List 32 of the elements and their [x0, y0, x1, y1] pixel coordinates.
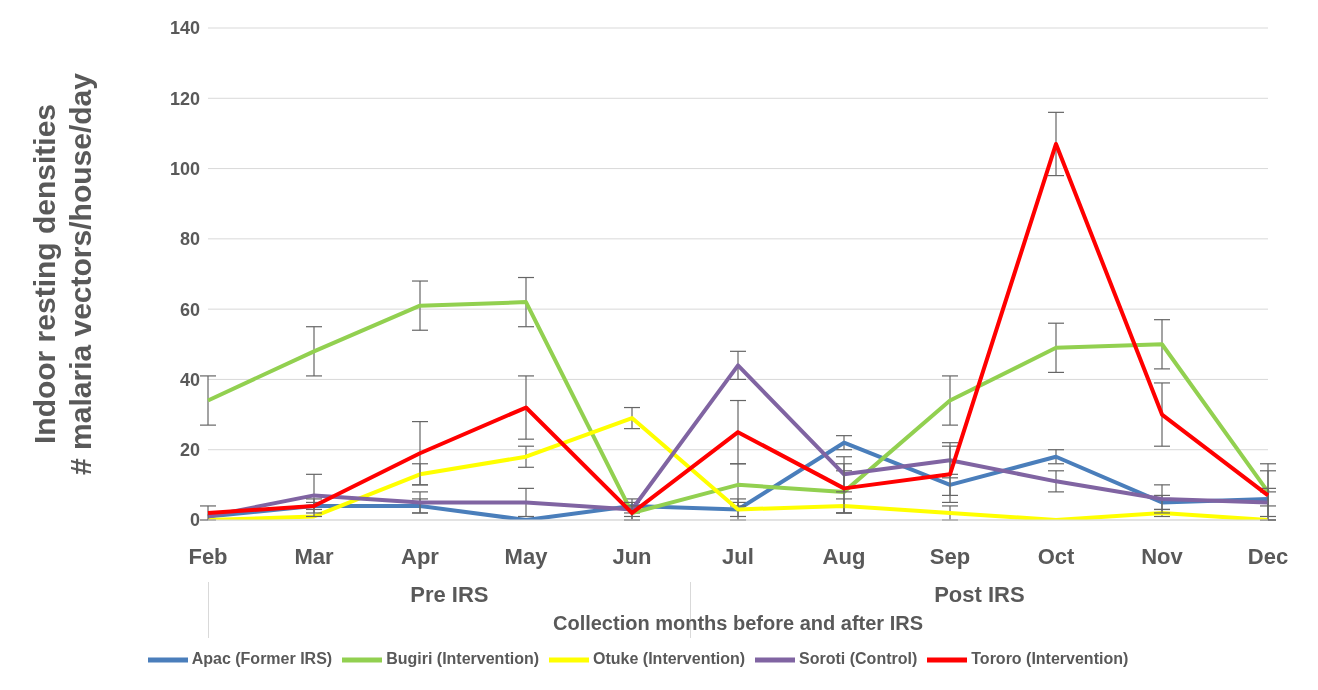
x-tick-label: Nov	[1141, 543, 1184, 569]
y-tick-label: 60	[179, 299, 200, 320]
line-series	[206, 141, 1270, 515]
legend-label: Soroti (Control)	[799, 650, 918, 668]
x-tick-label: Sep	[929, 543, 971, 569]
legend-label: Tororo (Intervention)	[971, 650, 1129, 668]
x-tick-label: Mar	[294, 543, 334, 569]
y-tick-label: 0	[189, 510, 200, 531]
x-tick-label: Jul	[722, 543, 754, 569]
x-tick-label: Dec	[1247, 543, 1289, 569]
legend-label: Apac (Former IRS)	[191, 650, 333, 668]
text: Pre IRS	[410, 582, 489, 607]
y-tick-label: 80	[179, 229, 200, 250]
y-tick-label: 100	[169, 158, 200, 179]
text: Post IRS	[934, 582, 1025, 607]
y-tick-label: 120	[169, 88, 200, 109]
x-tick-label: Feb	[188, 543, 228, 569]
line-series	[206, 363, 1270, 519]
y-tick-label: 140	[169, 18, 200, 39]
y-axis-title: Indoor resting densities # malaria vectors/house/day	[27, 73, 98, 475]
line-series	[206, 300, 1270, 515]
x-tick-label: Aug	[822, 543, 866, 569]
x-tick-label: Apr	[401, 543, 440, 569]
legend-label: Bugiri (Intervention)	[386, 650, 540, 668]
y-tick-label: 20	[179, 440, 200, 461]
line-series	[206, 416, 1270, 520]
x-tick-label: May	[504, 543, 549, 569]
y-tick-label: 40	[179, 369, 200, 390]
x-axis-title: Collection months before and after IRS	[551, 612, 924, 635]
legend-label: Otuke (Intervention)	[593, 650, 746, 668]
x-tick-label: Jun	[612, 543, 652, 569]
x-tick-label: Oct	[1037, 543, 1075, 569]
